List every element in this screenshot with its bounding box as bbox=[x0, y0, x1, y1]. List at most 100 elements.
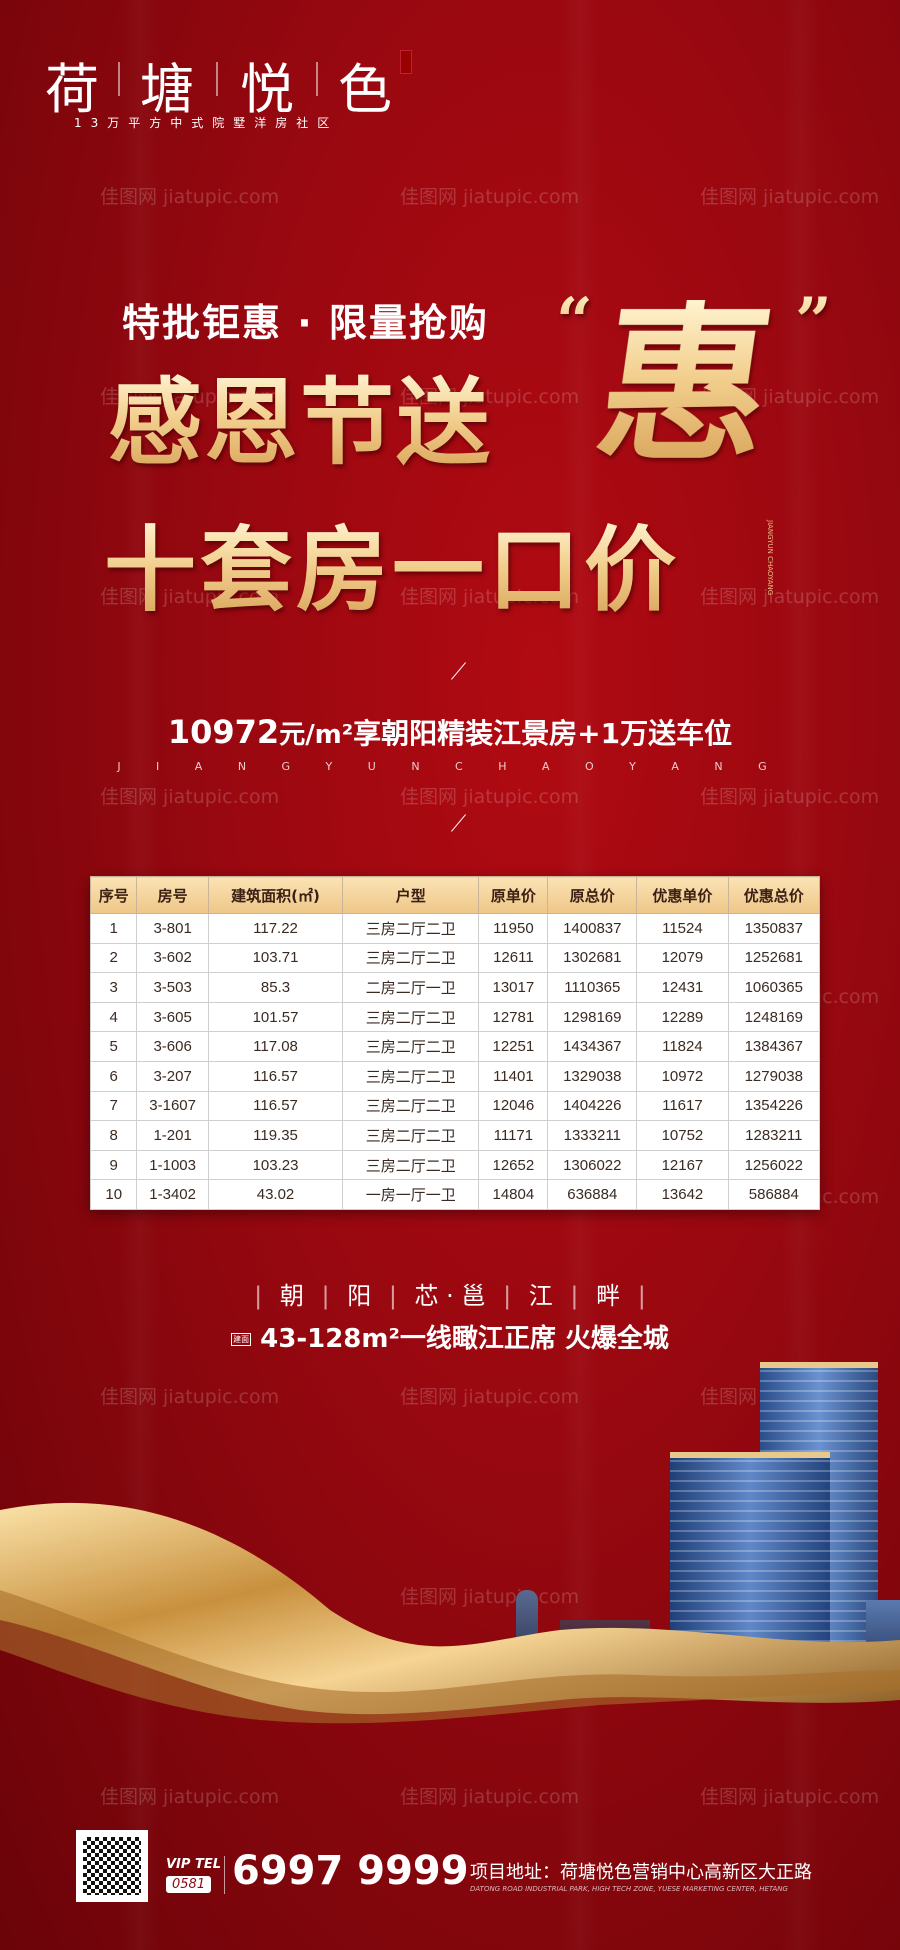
table-cell: 1400837 bbox=[547, 913, 638, 944]
table-cell: 636884 bbox=[547, 1179, 638, 1210]
table-cell: 3-503 bbox=[136, 972, 209, 1003]
watermark: 佳图网 jiatupic.com bbox=[100, 786, 280, 808]
table-cell: 14804 bbox=[478, 1179, 549, 1210]
separator: | bbox=[495, 1282, 519, 1310]
table-cell: 1354226 bbox=[727, 1090, 821, 1122]
open-quote: “ bbox=[556, 284, 593, 359]
table-cell: 1298169 bbox=[547, 1001, 638, 1033]
watermark: 佳图网 jiatupic.com bbox=[400, 786, 580, 808]
offer-price: 10972 bbox=[167, 713, 280, 751]
slogan-word: 朝 bbox=[279, 1282, 304, 1310]
table-cell: 3-801 bbox=[136, 913, 209, 944]
column-header: 原总价 bbox=[547, 876, 638, 914]
column-header: 房号 bbox=[136, 876, 209, 914]
table-cell: 12611 bbox=[478, 942, 549, 974]
table-cell: 117.08 bbox=[207, 1031, 344, 1062]
table-cell: 1434367 bbox=[547, 1031, 638, 1062]
watermark: 佳图网 jiatupic.com bbox=[700, 586, 880, 608]
table-cell: 7 bbox=[89, 1090, 138, 1122]
table-row: 6 3-207 116.57 三房二厅二卫 11401 1329038 10972 12790… bbox=[89, 1060, 821, 1092]
phone-number[interactable]: 6997 9999 bbox=[232, 1848, 469, 1894]
table-cell: 12652 bbox=[478, 1149, 549, 1181]
table-cell: 三房二厅二卫 bbox=[342, 1031, 480, 1062]
table-row: 4 3-605 101.57 三房二厅二卫 12781 1298169 12289 12481… bbox=[89, 1001, 821, 1033]
table-row: 3 3-503 85.3 二房二厅一卫 13017 1110365 12431 1060365 bbox=[89, 972, 821, 1003]
table-cell: 1256022 bbox=[727, 1149, 821, 1181]
table-cell: 三房二厅二卫 bbox=[342, 1001, 480, 1033]
column-header: 优惠单价 bbox=[636, 876, 729, 914]
watermark: 佳图网 jiatupic.com bbox=[100, 1786, 280, 1808]
table-cell: 三房二厅二卫 bbox=[342, 1149, 480, 1181]
table-cell: 1306022 bbox=[547, 1149, 638, 1181]
area-code: 0581 bbox=[166, 1876, 212, 1893]
table-cell: 116.57 bbox=[207, 1090, 344, 1122]
table-cell: 三房二厅二卫 bbox=[342, 1120, 480, 1151]
column-header: 优惠总价 bbox=[727, 876, 821, 914]
table-cell: 一房一厅一卫 bbox=[342, 1179, 480, 1210]
qr-code[interactable] bbox=[76, 1830, 148, 1902]
watermark: 佳图网 jiatupic.com bbox=[400, 1786, 580, 1808]
watermark: 佳图网 jiatupic.com bbox=[700, 386, 880, 408]
table-cell: 二房二厅一卫 bbox=[342, 972, 480, 1003]
table-row: 5 3-606 117.08 三房二厅二卫 12251 1434367 11824 13843… bbox=[89, 1031, 821, 1062]
table-cell: 1302681 bbox=[547, 942, 638, 974]
seal-icon bbox=[400, 50, 412, 74]
column-header: 原单价 bbox=[478, 876, 549, 914]
table-cell: 117.22 bbox=[207, 913, 344, 944]
table-row: 9 1-1003 103.23 三房二厅二卫 12652 1306022 12167 1256… bbox=[89, 1149, 821, 1181]
logo-tagline: 13万平方中式院墅洋房社区 bbox=[74, 116, 339, 130]
address-en: DATONG ROAD INDUSTRIAL PARK, HIGH TECH Z… bbox=[470, 1885, 788, 1893]
table-cell: 1283211 bbox=[727, 1120, 821, 1151]
location-slogan: | 朝 | 阳 | 芯 · 邕 | 江 | 畔 | bbox=[0, 1276, 900, 1311]
offer-unit: 元/m² bbox=[279, 720, 354, 750]
column-header: 建筑面积(㎡) bbox=[207, 876, 344, 914]
watermark: 佳图网 jiatupic.com bbox=[100, 382, 279, 409]
watermark: 佳图网 jiatupic.com bbox=[400, 1386, 580, 1408]
watermark: 佳图网 jiatupic.com bbox=[700, 786, 880, 808]
offer-pinyin: J I A N G Y U N C H A O Y A N G bbox=[117, 760, 783, 773]
table-cell: 12431 bbox=[636, 972, 729, 1003]
watermark: 佳图网 jiatupic.com bbox=[700, 1786, 880, 1808]
watermark: 佳图网 jiatupic.com bbox=[400, 582, 579, 609]
watermark: 佳图网 jiatupic.com bbox=[400, 386, 580, 408]
offer-text: 享朝阳精装江景房+1万送车位 bbox=[353, 717, 733, 750]
slogan-word: 芯 · 邕 bbox=[414, 1282, 486, 1310]
table-row: 10 1-3402 43.02 一房一厅一卫 14804 636884 13642 58688… bbox=[89, 1179, 821, 1210]
separator: | bbox=[254, 1282, 270, 1310]
table-cell: 三房二厅二卫 bbox=[342, 942, 480, 974]
size-line: 建面 43-128m²一线瞰江正席 火爆全城 bbox=[0, 1318, 900, 1355]
table-cell: 11524 bbox=[636, 913, 729, 944]
table-cell: 1279038 bbox=[727, 1060, 821, 1092]
table-cell: 1-201 bbox=[136, 1120, 209, 1151]
separator: | bbox=[630, 1282, 646, 1310]
table-cell: 3-207 bbox=[136, 1060, 209, 1092]
headline-kicker: 特批钜惠 · 限量抢购 bbox=[122, 301, 489, 345]
table-cell: 103.23 bbox=[207, 1149, 344, 1181]
table-cell: 1-3402 bbox=[136, 1179, 209, 1210]
table-cell: 12781 bbox=[478, 1001, 549, 1033]
table-cell: 103.71 bbox=[207, 942, 344, 974]
table-cell: 2 bbox=[89, 942, 138, 974]
close-quote: ” bbox=[795, 284, 832, 359]
address: 项目地址：荷塘悦色营销中心高新区大正路 bbox=[470, 1862, 812, 1883]
table-cell: 3-1607 bbox=[136, 1090, 209, 1122]
table-cell: 11617 bbox=[636, 1090, 729, 1122]
headline-line2: 十套房一口价 bbox=[104, 517, 681, 624]
column-header: 序号 bbox=[89, 876, 138, 914]
table-cell: 1350837 bbox=[727, 913, 821, 944]
table-cell: 1248169 bbox=[727, 1001, 821, 1033]
table-cell: 13642 bbox=[636, 1179, 729, 1210]
table-header-row: 序号 房号 建筑面积(㎡) 户型 原单价 原总价 优惠单价 优惠总价 bbox=[89, 876, 821, 914]
table-cell: 1329038 bbox=[547, 1060, 638, 1092]
logo-char: 悦 bbox=[240, 58, 294, 121]
table-cell: 13017 bbox=[478, 972, 549, 1003]
slogan-word: 阳 bbox=[347, 1282, 372, 1310]
table-cell: 三房二厅二卫 bbox=[342, 1090, 480, 1122]
vip-tel-label: VIP TEL bbox=[166, 1857, 221, 1872]
slogan-word: 江 bbox=[528, 1282, 553, 1310]
offer-line: 10972元/m²享朝阳精装江景房+1万送车位 bbox=[0, 712, 900, 752]
table-cell: 1404226 bbox=[547, 1090, 638, 1122]
table-cell: 三房二厅二卫 bbox=[342, 913, 480, 944]
watermark: 佳图网 jiatupic.com bbox=[400, 186, 580, 208]
